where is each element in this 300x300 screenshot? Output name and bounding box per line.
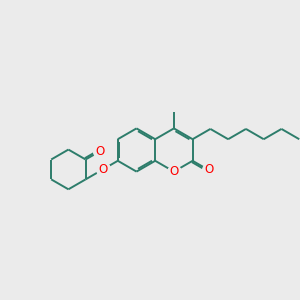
Text: O: O <box>169 165 178 178</box>
Text: O: O <box>98 163 107 176</box>
Text: O: O <box>96 145 105 158</box>
Text: O: O <box>204 164 213 176</box>
